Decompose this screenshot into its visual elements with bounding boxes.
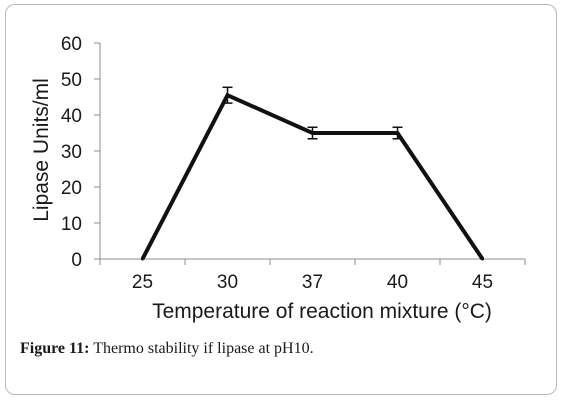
y-axis: 0 10 20 30 40 50 60 xyxy=(61,34,101,271)
caption-text: Thermo stability if lipase at pH10. xyxy=(89,340,314,357)
x-axis: 25 30 37 40 45 xyxy=(99,258,526,293)
y-tick-label: 60 xyxy=(61,34,82,55)
figure-caption: Figure 11: Thermo stability if lipase at… xyxy=(20,340,314,358)
y-tick-label: 50 xyxy=(61,70,82,91)
x-tick-label: 40 xyxy=(387,272,408,293)
x-tick-label: 25 xyxy=(132,272,153,293)
y-axis-label: Lipase Units/ml xyxy=(30,78,53,222)
series-line xyxy=(140,92,485,261)
x-tick-label: 45 xyxy=(472,272,493,293)
x-axis-label: Temperature of reaction mixture (°C) xyxy=(152,300,492,323)
data-point xyxy=(141,257,144,261)
y-tick-label: 20 xyxy=(61,178,82,199)
y-tick-label: 30 xyxy=(61,142,82,163)
y-tick-label: 40 xyxy=(61,106,82,127)
x-tick-label: 30 xyxy=(217,272,238,293)
caption-label: Figure 11: xyxy=(20,340,90,357)
series xyxy=(140,86,485,261)
y-tick-label: 0 xyxy=(71,250,82,271)
y-tick-label: 10 xyxy=(61,214,82,235)
figure-frame xyxy=(5,4,557,395)
x-tick-label: 37 xyxy=(302,272,323,293)
data-point xyxy=(481,257,484,261)
